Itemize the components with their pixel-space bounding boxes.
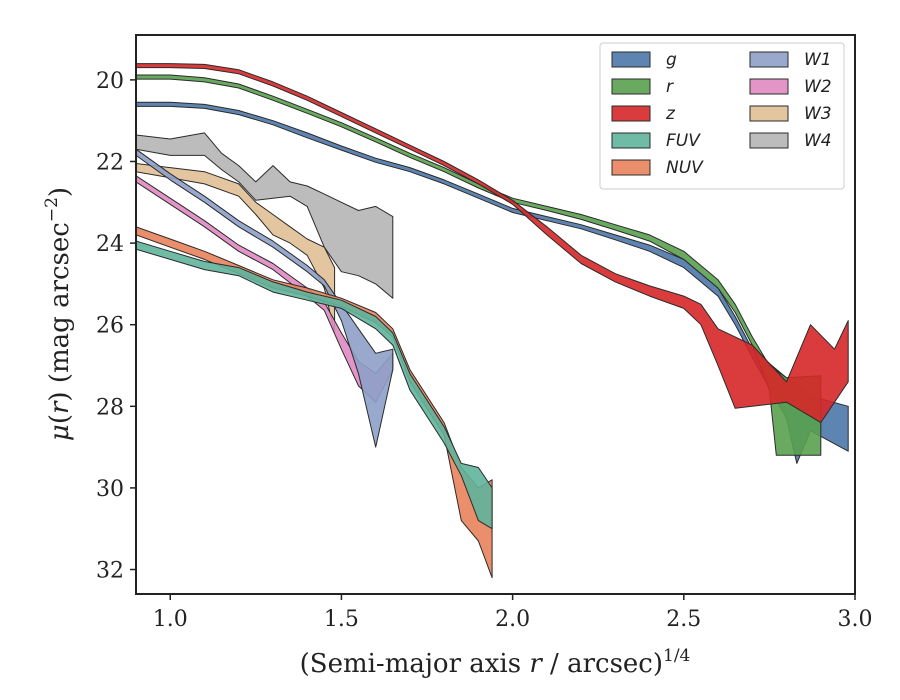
x-axis-title-sup: 1/4	[663, 646, 690, 666]
legend-swatch-w1	[749, 51, 789, 68]
x-tick-label: 3.0	[838, 607, 873, 632]
plot-frame	[135, 34, 856, 595]
legend-label-fuv: FUV	[666, 131, 701, 151]
x-axis-title-pre: (Semi-major axis	[300, 649, 530, 679]
legend-label-w3: W3	[804, 104, 832, 124]
y-axis-title-mu: μ	[45, 424, 75, 441]
y-axis-title-unit: (mag arcsec	[45, 222, 75, 391]
x-tick-label: 1.5	[324, 607, 359, 632]
legend-label-g: g	[666, 50, 677, 70]
y-tick-label: 20	[96, 69, 124, 94]
band-w4	[136, 132, 394, 299]
legend-swatch-nuv	[611, 159, 651, 176]
legend-swatch-w2	[749, 78, 789, 95]
y-axis-title-var: r	[45, 400, 75, 414]
legend-label-w4: W4	[804, 131, 832, 151]
y-axis-title-open: (	[45, 414, 75, 424]
band-r	[136, 74, 822, 456]
y-axis-title-end: )	[45, 187, 75, 197]
y-tick-label: 24	[96, 232, 124, 257]
legend-swatch-g	[611, 51, 651, 68]
legend-swatch-r	[611, 78, 651, 95]
x-tick-label: 2.5	[666, 607, 701, 632]
legend: grz FUV NUV W1 W2 W3 W4	[599, 42, 845, 190]
x-axis-title-post: / arcsec)	[542, 649, 663, 679]
x-axis: 1.0 1.5 2.0 2.5 3.0	[153, 594, 873, 632]
y-tick-label: 22	[96, 150, 124, 175]
legend-label-nuv: NUV	[666, 158, 704, 178]
x-tick-label: 1.0	[153, 607, 188, 632]
legend-swatch-w4	[749, 132, 789, 149]
y-tick-label: 30	[96, 477, 124, 502]
band-z	[136, 63, 849, 424]
legend-swatch-w3	[749, 105, 789, 122]
legend-label-z: z	[665, 104, 676, 124]
y-axis-title-close: )	[45, 391, 75, 401]
y-tick-label: 26	[96, 314, 124, 339]
band-w1	[136, 148, 394, 448]
x-tick-label: 2.0	[495, 607, 530, 632]
x-axis-title: (Semi-major axis r / arcsec)1/4	[300, 646, 691, 679]
y-axis-title-sup: −2	[42, 197, 62, 222]
y-tick-label: 32	[96, 559, 124, 584]
y-axis: 20 22 24 26 28 30 32	[96, 69, 136, 584]
y-tick-label: 28	[96, 395, 124, 420]
band-g	[136, 101, 849, 464]
band-fuv	[136, 240, 493, 530]
band-layer	[136, 63, 849, 579]
legend-label-w1: W1	[804, 50, 832, 70]
legend-label-r: r	[666, 77, 674, 97]
legend-swatch-fuv	[611, 132, 651, 149]
x-axis-title-var: r	[529, 649, 543, 679]
legend-label-w2: W2	[804, 77, 832, 97]
legend-swatch-z	[611, 105, 651, 122]
y-axis-title: μ(r) (mag arcsec−2)	[42, 187, 75, 441]
